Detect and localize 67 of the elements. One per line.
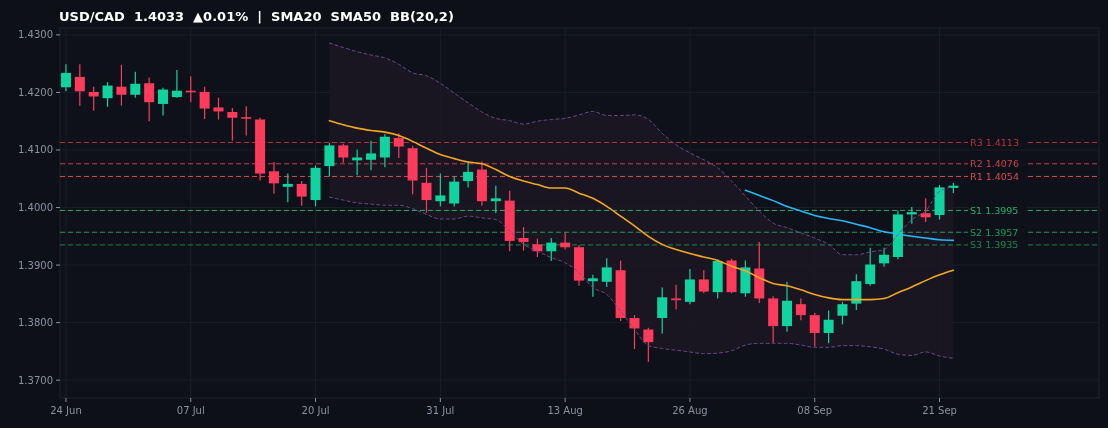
candlestick <box>421 167 432 214</box>
x-tick-label: 26 Aug <box>672 405 708 416</box>
candlestick <box>601 257 612 288</box>
x-tick-label: 20 Jul <box>301 405 330 416</box>
candlestick <box>324 142 335 178</box>
candlestick <box>74 63 85 107</box>
candlestick <box>809 312 820 348</box>
candlestick <box>851 273 862 311</box>
candlestick <box>158 87 169 117</box>
x-tick-label: 13 Aug <box>547 405 583 416</box>
candlestick <box>698 269 709 294</box>
candlestick <box>823 309 834 344</box>
candlestick <box>199 86 210 120</box>
x-tick-label: 24 Jun <box>50 405 82 416</box>
candlestick <box>643 327 654 363</box>
candlestick <box>379 133 390 168</box>
candlestick <box>865 247 876 287</box>
chart-title: USD/CAD 1.4033 ▲0.01% | SMA20 SMA50 BB(20,2) <box>59 9 454 24</box>
candlestick <box>366 140 377 171</box>
y-tick-label: 1.3900 <box>18 259 53 271</box>
ref-line-label: R1 1.4054 <box>970 170 1019 182</box>
candlestick <box>449 175 460 207</box>
candlestick <box>463 160 474 188</box>
candlestick <box>587 274 598 298</box>
candlestick <box>657 286 668 335</box>
candlestick <box>171 69 182 99</box>
y-tick-label: 1.3700 <box>18 374 53 386</box>
candlestick <box>795 297 806 321</box>
candlestick <box>227 107 238 142</box>
candlestick <box>144 76 155 122</box>
x-tick-label: 08 Sep <box>797 405 833 416</box>
candlestick <box>241 105 252 137</box>
candlestick <box>920 197 931 223</box>
candlestick <box>518 226 529 252</box>
candlestick <box>338 143 349 164</box>
y-tick-label: 1.3800 <box>18 317 53 329</box>
candlestick <box>879 247 890 268</box>
candlestick <box>684 268 695 305</box>
candlestick <box>268 161 279 195</box>
x-tick-label: 21 Sep <box>922 405 957 416</box>
ref-line-label: S2 1.3957 <box>970 226 1019 238</box>
y-tick-label: 1.4100 <box>18 144 53 156</box>
ref-line-label: S3 1.3935 <box>970 239 1019 251</box>
line-series <box>328 196 954 359</box>
ref-line-label: S1 1.3995 <box>970 204 1019 216</box>
candlestick <box>282 172 293 203</box>
candlestick <box>116 64 127 107</box>
candlestick <box>671 284 682 310</box>
candlestick <box>130 71 141 99</box>
candlestick <box>837 301 848 325</box>
ref-line-label: R3 1.4113 <box>970 137 1019 149</box>
candlestick <box>296 180 307 207</box>
y-tick-label: 1.4300 <box>18 29 53 41</box>
y-tick-label: 1.4000 <box>18 202 53 214</box>
candlestick <box>213 97 224 121</box>
x-tick-label: 31 Jul <box>426 405 455 416</box>
ref-line-label: R2 1.4076 <box>970 158 1019 170</box>
candlestick <box>352 148 363 176</box>
candlestick <box>532 238 543 258</box>
candlestick <box>435 172 446 207</box>
candlestick <box>393 132 404 159</box>
candlestick <box>102 81 113 108</box>
x-tick-label: 07 Jul <box>176 405 205 416</box>
candlestick <box>546 237 557 262</box>
candlestick <box>490 185 501 214</box>
y-tick-label: 1.4200 <box>18 86 53 98</box>
line-series <box>744 189 955 242</box>
